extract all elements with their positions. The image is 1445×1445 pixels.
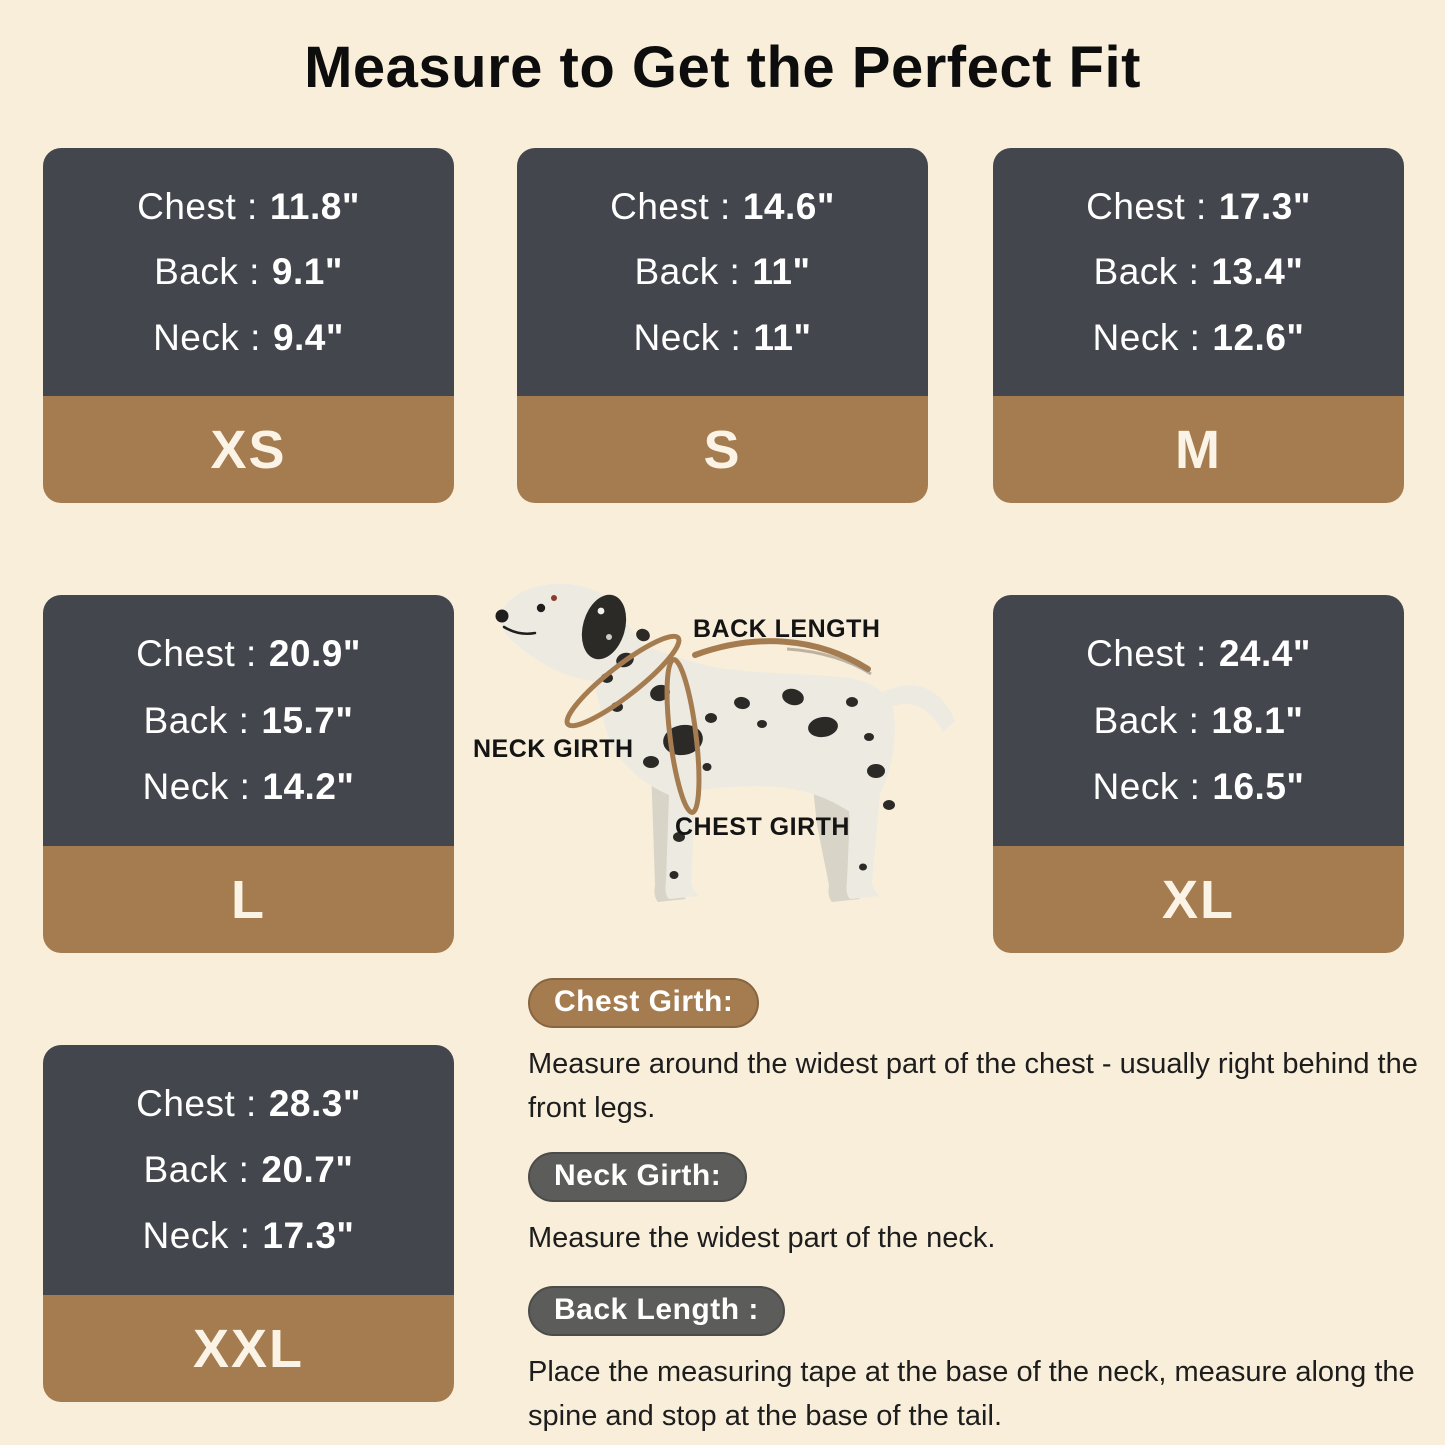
measurement-row-chest: Chest : 17.3" bbox=[993, 186, 1404, 228]
size-card-xs: Chest : 11.8" Back : 9.1" Neck : 9.4" XS bbox=[43, 148, 454, 503]
measurement-row-back: Back : 11" bbox=[517, 251, 928, 293]
measurements-panel: Chest : 28.3" Back : 20.7" Neck : 17.3" bbox=[43, 1045, 454, 1295]
measurement-label: Neck : bbox=[633, 316, 742, 358]
instruction-chest-girth: Chest Girth: Measure around the widest p… bbox=[528, 978, 1433, 1130]
measurements-panel: Chest : 14.6" Back : 11" Neck : 11" bbox=[517, 148, 928, 396]
measurement-value: 11.8" bbox=[269, 185, 360, 227]
measurement-row-chest: Chest : 11.8" bbox=[43, 186, 454, 228]
instruction-heading: Neck Girth: bbox=[528, 1152, 748, 1202]
measurement-row-back: Back : 13.4" bbox=[993, 251, 1404, 293]
measurement-label: Back : bbox=[143, 1149, 250, 1190]
size-label: XXL bbox=[192, 1318, 305, 1379]
measurement-value: 16.5" bbox=[1212, 765, 1305, 807]
measuring-instructions: Chest Girth: Measure around the widest p… bbox=[528, 978, 1433, 1443]
size-card-s: Chest : 14.6" Back : 11" Neck : 11" S bbox=[517, 148, 928, 503]
measurement-row-back: Back : 18.1" bbox=[993, 700, 1404, 742]
instruction-body: Measure the widest part of the neck. bbox=[528, 1222, 996, 1254]
measurement-value: 12.6" bbox=[1212, 316, 1305, 358]
instruction-back-length: Back Length : Place the measuring tape a… bbox=[528, 1286, 1433, 1438]
measurements-panel: Chest : 20.9" Back : 15.7" Neck : 14.2" bbox=[43, 595, 454, 846]
measurement-label: Back : bbox=[154, 251, 260, 292]
measurement-row-neck: Neck : 16.5" bbox=[993, 766, 1404, 808]
size-label: M bbox=[1175, 419, 1222, 480]
size-badge: S bbox=[517, 396, 928, 503]
measurement-label: Back : bbox=[1093, 251, 1200, 292]
measurement-row-back: Back : 20.7" bbox=[43, 1149, 454, 1191]
page-title: Measure to Get the Perfect Fit bbox=[304, 35, 1141, 100]
measurement-value: 11" bbox=[753, 316, 812, 358]
measurement-row-neck: Neck : 11" bbox=[517, 317, 928, 359]
measurements-panel: Chest : 17.3" Back : 13.4" Neck : 12.6" bbox=[993, 148, 1404, 396]
measurement-value: 18.1" bbox=[1211, 699, 1304, 741]
measurement-value: 9.4" bbox=[272, 316, 344, 358]
measurement-label: Chest : bbox=[610, 185, 731, 227]
size-label: L bbox=[231, 869, 266, 930]
instruction-body: Place the measuring tape at the base of … bbox=[528, 1356, 1415, 1433]
measurement-label: Neck : bbox=[142, 765, 251, 807]
measurement-row-back: Back : 9.1" bbox=[43, 251, 454, 293]
measurement-row-neck: Neck : 17.3" bbox=[43, 1215, 454, 1257]
measurement-value: 14.6" bbox=[742, 185, 835, 227]
measurement-value: 28.3" bbox=[268, 1083, 361, 1124]
size-card-m: Chest : 17.3" Back : 13.4" Neck : 12.6" … bbox=[993, 148, 1404, 503]
dog-illustration bbox=[495, 583, 955, 902]
measurement-label: Chest : bbox=[137, 185, 258, 227]
instruction-neck-girth: Neck Girth: Measure the widest part of t… bbox=[528, 1152, 1433, 1260]
size-badge: XXL bbox=[43, 1295, 454, 1402]
measurement-label: Back : bbox=[143, 699, 250, 741]
size-badge: M bbox=[993, 396, 1404, 503]
size-card-l: Chest : 20.9" Back : 15.7" Neck : 14.2" … bbox=[43, 595, 454, 953]
measurement-value: 24.4" bbox=[1218, 633, 1311, 675]
measurement-row-back: Back : 15.7" bbox=[43, 700, 454, 742]
measurement-label: Neck : bbox=[142, 1215, 251, 1256]
measurement-value: 13.4" bbox=[1211, 251, 1304, 292]
size-badge: L bbox=[43, 846, 454, 953]
measurement-diagram: BACK LENGTH NECK GIRTH CHEST GIRTH bbox=[455, 575, 975, 925]
measurement-row-chest: Chest : 24.4" bbox=[993, 633, 1404, 675]
size-label: XL bbox=[1161, 869, 1235, 930]
measurement-row-chest: Chest : 14.6" bbox=[517, 186, 928, 228]
chest-girth-label: CHEST GIRTH bbox=[675, 813, 850, 841]
measurements-panel: Chest : 11.8" Back : 9.1" Neck : 9.4" bbox=[43, 148, 454, 396]
measurement-label: Back : bbox=[634, 251, 741, 292]
back-length-label: BACK LENGTH bbox=[693, 615, 881, 643]
measurement-label: Chest : bbox=[1086, 633, 1207, 675]
measurement-value: 15.7" bbox=[261, 699, 354, 741]
measurement-value: 11" bbox=[752, 251, 811, 292]
instruction-body: Measure around the widest part of the ch… bbox=[528, 1048, 1418, 1125]
measurement-label: Neck : bbox=[1092, 316, 1201, 358]
measurement-value: 9.1" bbox=[271, 251, 343, 292]
measurement-row-chest: Chest : 28.3" bbox=[43, 1083, 454, 1125]
size-badge: XL bbox=[993, 846, 1404, 953]
size-label: XS bbox=[210, 419, 287, 480]
measurement-label: Neck : bbox=[153, 316, 261, 358]
measurement-value: 17.3" bbox=[1218, 185, 1311, 227]
size-card-xxl: Chest : 28.3" Back : 20.7" Neck : 17.3" … bbox=[43, 1045, 454, 1402]
measurement-row-chest: Chest : 20.9" bbox=[43, 633, 454, 675]
size-label: S bbox=[703, 419, 742, 480]
measurement-row-neck: Neck : 14.2" bbox=[43, 766, 454, 808]
measurement-value: 20.7" bbox=[261, 1149, 354, 1190]
measurement-label: Chest : bbox=[136, 1083, 257, 1124]
measurement-value: 14.2" bbox=[262, 765, 355, 807]
instruction-heading: Chest Girth: bbox=[528, 978, 760, 1028]
measurements-panel: Chest : 24.4" Back : 18.1" Neck : 16.5" bbox=[993, 595, 1404, 846]
measurement-row-neck: Neck : 12.6" bbox=[993, 317, 1404, 359]
measurement-row-neck: Neck : 9.4" bbox=[43, 317, 454, 359]
size-card-xl: Chest : 24.4" Back : 18.1" Neck : 16.5" … bbox=[993, 595, 1404, 953]
instruction-heading: Back Length : bbox=[528, 1286, 785, 1336]
measurement-label: Neck : bbox=[1092, 765, 1201, 807]
size-badge: XS bbox=[43, 396, 454, 503]
measurement-value: 17.3" bbox=[262, 1215, 355, 1256]
measurement-label: Chest : bbox=[1086, 185, 1207, 227]
measurement-label: Back : bbox=[1093, 699, 1200, 741]
neck-girth-label: NECK GIRTH bbox=[473, 735, 634, 763]
measurement-label: Chest : bbox=[136, 633, 257, 675]
measurement-value: 20.9" bbox=[268, 633, 361, 675]
